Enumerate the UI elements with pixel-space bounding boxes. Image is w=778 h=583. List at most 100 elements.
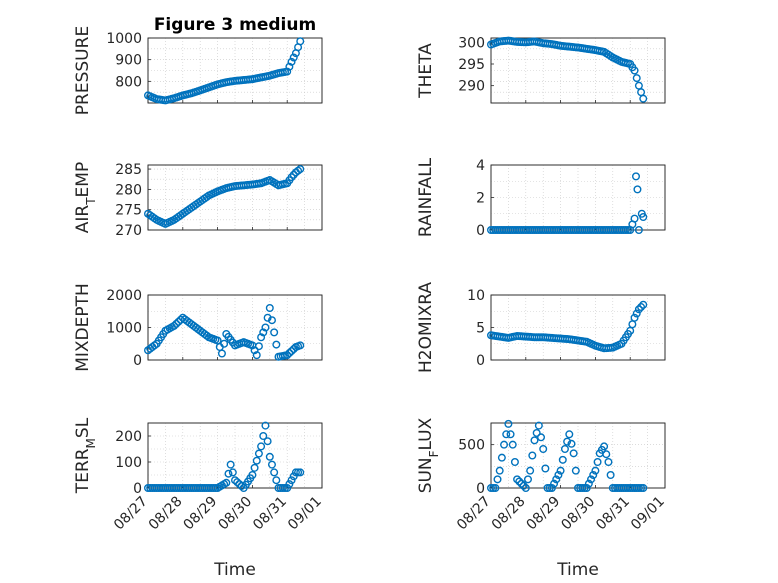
axes-box [147,164,323,231]
axes-box [490,422,666,489]
data-point [259,328,268,337]
y-tick-label: 800 [115,74,142,90]
data-point [528,451,537,460]
data-point [254,342,263,351]
axes-box [490,37,666,104]
y-tick-label: 0 [476,353,485,369]
y-tick-label: 0 [476,223,485,239]
x-axis-label: Time [213,560,256,580]
data-point [150,341,159,350]
data-point [248,471,257,480]
data-point [539,445,548,454]
data-point [504,419,513,428]
data-point [272,340,281,349]
data-point [552,475,561,484]
y-tick-label: 2000 [106,288,142,304]
data-point [606,471,615,480]
y-tick-label: 1000 [106,321,142,337]
data-point [558,455,567,464]
data-point [502,430,511,439]
data-point [289,53,298,62]
data-point [632,309,641,318]
y-axis-label: TERRMSL [73,417,98,494]
y-tick-label: 100 [115,455,142,471]
y-axis-label: THETA [416,43,436,99]
data-point [554,471,563,480]
data-point [287,173,296,182]
data-point [237,482,246,491]
data-point [289,170,298,179]
x-tick-label: 08/28 [146,494,186,534]
data-point [226,460,235,469]
y-tick-label: 0 [133,353,142,369]
data-point [497,453,506,462]
y-tick-label: 0 [133,481,142,497]
data-point [634,225,643,234]
data-point [217,349,226,358]
data-point [252,456,261,465]
data-point [296,341,305,350]
data-point [491,484,500,493]
data-point [639,300,648,309]
data-point [632,172,641,181]
data-point [604,458,613,467]
data-point [220,339,229,348]
y-tick-label: 295 [458,57,485,73]
y-tick-label: 2 [476,191,485,207]
x-tick-label: 08/30 [558,494,598,534]
data-point [513,475,522,484]
data-point [547,484,556,493]
y-tick-label: 280 [115,182,142,198]
data-point [283,351,292,360]
data-point [541,464,550,473]
data-point [571,466,580,475]
y-tick-label: 0 [476,481,485,497]
x-tick-label: 09/01 [628,494,668,534]
x-tick-label: 09/01 [285,494,325,534]
data-point [630,313,639,322]
data-point [265,304,274,313]
data-point [285,62,294,71]
data-point [632,74,641,83]
data-point [287,476,296,485]
x-tick-label: 08/31 [593,494,633,534]
data-point [283,67,292,76]
data-point [296,165,305,174]
data-point [261,421,270,430]
data-point [296,37,305,46]
y-tick-label: 500 [458,438,485,454]
data-point [565,430,574,439]
data-point [267,460,276,469]
subplot-h2omixra: 0 5 10 H2OMIXRA [416,282,666,373]
y-axis-label: H2OMIXRA [416,282,436,373]
data-point [202,331,211,340]
data-point [495,466,504,475]
data-point [506,430,515,439]
y-axis-label: RAINFALL [416,157,436,237]
data-point [267,316,276,325]
y-tick-label: 5 [476,321,485,337]
data-point [285,480,294,489]
data-point [600,442,609,451]
y-tick-label: 275 [115,203,142,219]
subplot-pressure: 800 900 1000 PRESSURE Figure 3 medium [73,15,323,115]
y-tick-label: 290 [458,79,485,95]
x-tick-label: 08/31 [250,494,290,534]
x-tick-label: 08/28 [489,494,529,534]
data-point [639,484,648,493]
y-tick-label: 300 [458,35,485,51]
data-point [263,437,272,446]
data-point [584,479,593,488]
data-point [582,484,591,493]
data-point [172,319,181,328]
data-point [285,349,294,358]
data-point [261,323,270,332]
subplot-theta: 290 295 300 THETA [416,35,666,104]
data-point [174,317,183,326]
data-point [530,436,539,445]
data-point [550,479,559,488]
y-tick-label: 900 [115,53,142,69]
